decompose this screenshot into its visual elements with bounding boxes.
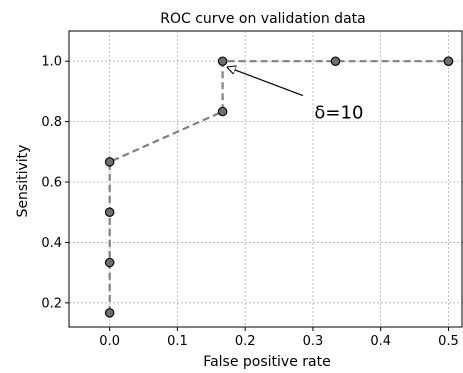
data-point xyxy=(105,258,113,266)
annotation-arrow xyxy=(228,67,303,95)
x-tick-label: 0.4 xyxy=(370,334,391,349)
x-tick-label: 0.3 xyxy=(303,334,324,349)
series-line xyxy=(110,61,449,313)
y-tick-label: 0.4 xyxy=(41,236,62,251)
y-axis-title: Sensitivity xyxy=(15,145,31,218)
y-axis: 0.2 0.4 0.6 0.8 1.0 xyxy=(41,55,69,312)
y-tick-label: 1.0 xyxy=(41,55,62,70)
data-point xyxy=(444,57,452,65)
x-tick-label: 0.0 xyxy=(99,334,120,349)
grid xyxy=(69,31,462,327)
x-axis: 0.0 0.1 0.2 0.3 0.4 0.5 xyxy=(99,327,458,349)
y-tick-label: 0.8 xyxy=(41,115,62,130)
data-point xyxy=(105,309,113,317)
x-tick-label: 0.5 xyxy=(438,334,459,349)
x-axis-title: False positive rate xyxy=(203,354,330,370)
x-tick-label: 0.2 xyxy=(235,334,256,349)
y-tick-label: 0.6 xyxy=(41,176,62,191)
data-point xyxy=(331,57,339,65)
chart-title: ROC curve on validation data xyxy=(160,11,365,27)
y-tick-label: 0.2 xyxy=(41,296,62,311)
data-point xyxy=(218,107,226,115)
annotation-layer: δ=10 xyxy=(228,67,364,123)
series-layer xyxy=(105,57,452,317)
data-point xyxy=(105,208,113,216)
data-point xyxy=(218,57,226,65)
plot-frame xyxy=(69,31,462,327)
data-point xyxy=(105,158,113,166)
x-tick-label: 0.1 xyxy=(167,334,188,349)
annotation-text: δ=10 xyxy=(314,103,363,124)
